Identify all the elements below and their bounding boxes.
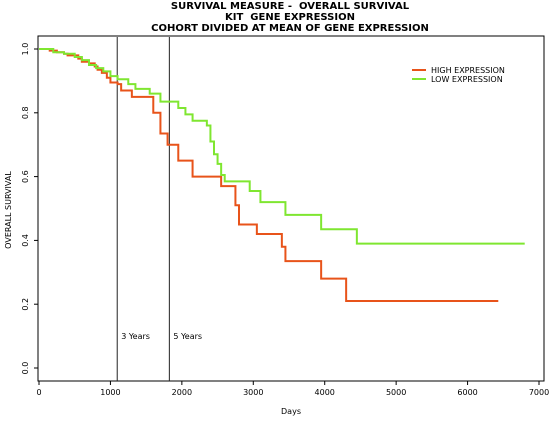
- x-tick-label: 2000: [172, 388, 192, 397]
- y-axis-label: OVERALL SURVIVAL: [4, 171, 13, 249]
- x-tick-label: 5000: [386, 388, 406, 397]
- y-tick-label: 0.0: [21, 362, 30, 375]
- reference-line-label: 3 Years: [121, 332, 150, 341]
- x-axis-label: Days: [281, 407, 301, 416]
- series-line-high-expression: [39, 48, 499, 303]
- x-tick-label: 3000: [243, 388, 263, 397]
- y-tick-label: 0.2: [21, 298, 30, 311]
- y-axis: 0.0 0.2 0.4 0.6 0.8 1.0: [21, 43, 38, 375]
- x-tick-label: 4000: [315, 388, 335, 397]
- y-tick-label: 0.6: [21, 170, 30, 183]
- chart-title-block: SURVIVAL MEASURE - OVERALL SURVIVAL KIT …: [0, 1, 550, 34]
- legend-label-low: LOW EXPRESSION: [431, 75, 503, 84]
- x-tick-label: 1000: [100, 388, 120, 397]
- reference-lines: 3 Years 5 Years: [116, 37, 202, 381]
- series-lines: [39, 48, 525, 303]
- x-tick-label: 0: [36, 388, 41, 397]
- x-tick-label: 6000: [457, 388, 477, 397]
- legend: HIGH EXPRESSION LOW EXPRESSION: [412, 66, 505, 84]
- y-tick-label: 0.8: [21, 106, 30, 119]
- chart-title: SURVIVAL MEASURE - OVERALL SURVIVAL: [170, 1, 410, 12]
- chart-subtitle-gene: KIT GENE EXPRESSION: [225, 12, 355, 23]
- y-tick-label: 1.0: [21, 43, 30, 56]
- reference-line-label: 5 Years: [173, 332, 202, 341]
- plot-frame: [37, 35, 545, 382]
- x-axis: 0 1000 2000 3000 4000 5000 6000 7000: [36, 381, 549, 397]
- chart-subtitle-cohort: COHORT DIVIDED AT MEAN OF GENE EXPRESSIO…: [151, 23, 429, 34]
- legend-label-high: HIGH EXPRESSION: [431, 66, 505, 75]
- y-tick-label: 0.4: [21, 234, 30, 247]
- x-tick-label: 7000: [529, 388, 549, 397]
- series-line-low-expression: [39, 48, 525, 245]
